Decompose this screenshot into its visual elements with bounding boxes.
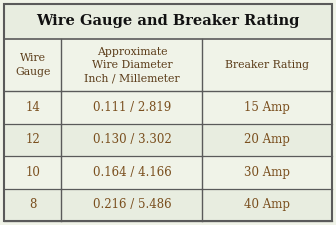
Text: 0.111 / 2.819: 0.111 / 2.819: [93, 101, 171, 114]
Bar: [4, 39, 61, 91]
Bar: [4, 91, 61, 124]
Bar: [4, 124, 61, 156]
Bar: [4, 189, 61, 221]
Text: 10: 10: [25, 166, 40, 179]
Bar: [202, 39, 332, 91]
Text: 12: 12: [25, 133, 40, 146]
Bar: [202, 156, 332, 189]
Text: 0.164 / 4.166: 0.164 / 4.166: [92, 166, 171, 179]
Bar: [202, 91, 332, 124]
Text: 14: 14: [25, 101, 40, 114]
Bar: [202, 124, 332, 156]
Text: Wire Gauge and Breaker Rating: Wire Gauge and Breaker Rating: [36, 14, 300, 29]
Bar: [202, 189, 332, 221]
Bar: [4, 156, 61, 189]
Text: 30 Amp: 30 Amp: [244, 166, 290, 179]
Text: Breaker Rating: Breaker Rating: [225, 60, 309, 70]
Bar: [61, 91, 202, 124]
Text: 20 Amp: 20 Amp: [244, 133, 290, 146]
Bar: [61, 124, 202, 156]
Bar: [4, 4, 332, 39]
Text: 0.130 / 3.302: 0.130 / 3.302: [92, 133, 171, 146]
Bar: [61, 39, 202, 91]
Text: 40 Amp: 40 Amp: [244, 198, 290, 211]
Text: Wire
Gauge: Wire Gauge: [15, 53, 50, 76]
Text: 8: 8: [29, 198, 36, 211]
Bar: [61, 189, 202, 221]
Bar: [61, 156, 202, 189]
Text: 0.216 / 5.486: 0.216 / 5.486: [93, 198, 171, 211]
Text: Approximate
Wire Diameter
Inch / Millemeter: Approximate Wire Diameter Inch / Milleme…: [84, 47, 180, 83]
Text: 15 Amp: 15 Amp: [244, 101, 290, 114]
